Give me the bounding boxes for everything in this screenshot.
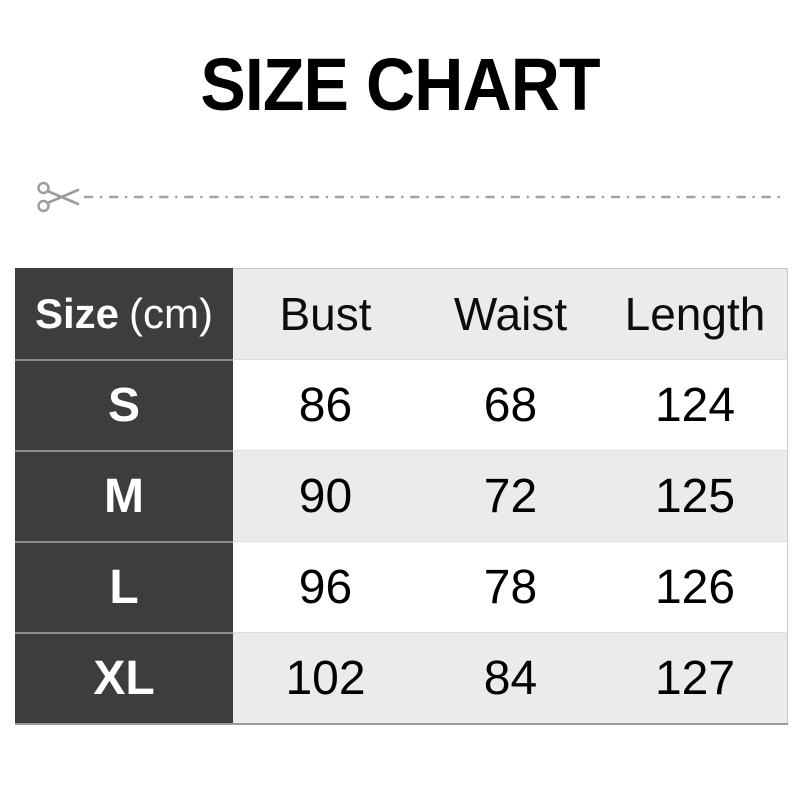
cell-xl-waist: 84 (418, 632, 603, 723)
size-table: Size (cm) Bust Waist Length S 86 68 124 … (15, 268, 788, 725)
cell-xl-bust: 102 (233, 632, 418, 723)
scissors-icon (37, 181, 80, 213)
table-header-length: Length (603, 268, 788, 359)
cell-s-bust: 86 (233, 359, 418, 450)
size-label: Size (34, 289, 120, 337)
row-label-xl: XL (15, 632, 233, 723)
unit-label: (cm) (129, 289, 213, 337)
table-header-bust: Bust (233, 268, 418, 359)
page-title: SIZE CHART (200, 43, 600, 126)
cut-line-divider (36, 178, 788, 216)
cell-m-bust: 90 (233, 450, 418, 541)
cell-l-length: 126 (603, 541, 788, 632)
cell-l-waist: 78 (418, 541, 603, 632)
cell-xl-length: 127 (603, 632, 788, 723)
table-header-waist: Waist (418, 268, 603, 359)
cell-m-length: 125 (603, 450, 788, 541)
row-label-l: L (15, 541, 233, 632)
table-header-size: Size (cm) (15, 268, 233, 359)
cell-l-bust: 96 (233, 541, 418, 632)
cell-s-waist: 68 (418, 359, 603, 450)
dash-dot-line (83, 195, 787, 199)
cell-s-length: 124 (603, 359, 788, 450)
cell-m-waist: 72 (418, 450, 603, 541)
row-label-m: M (15, 450, 233, 541)
row-label-s: S (15, 359, 233, 450)
